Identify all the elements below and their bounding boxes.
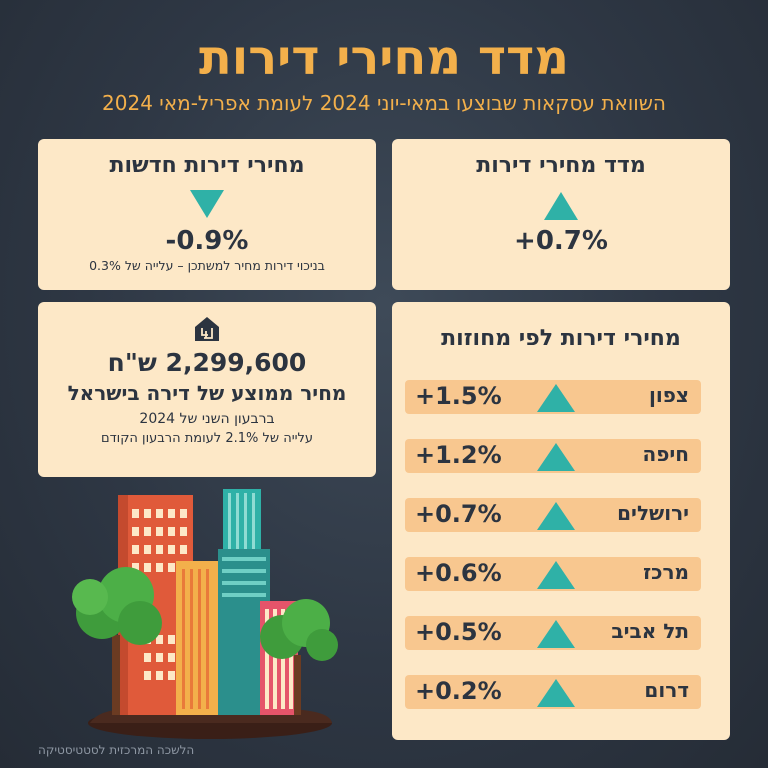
region-value: +0.2% [415,677,502,705]
down-triangle-icon [190,190,224,218]
region-value: +0.7% [415,500,502,528]
up-triangle-icon [537,561,575,589]
new-apartments-title: מחירי דירות חדשות [109,153,305,178]
index-card: מדד מחירי דירות +0.7% [392,139,730,290]
region-name: מרכז [643,560,689,584]
region-value: +0.5% [415,618,502,646]
region-name: ירושלים [617,501,689,525]
house-shekel-icon [192,314,222,344]
region-row: דרום +0.2% [405,675,701,709]
region-name: חיפה [642,442,689,466]
up-triangle-icon [537,502,575,530]
region-name: צפון [649,383,689,407]
up-triangle-icon [544,192,578,220]
average-price-card: 2,299,600 ש"ח מחיר ממוצע של דירה בישראל … [38,302,376,477]
region-name: דרום [644,678,689,702]
region-row: חיפה +1.2% [405,439,701,473]
region-row: מרכז +0.6% [405,557,701,591]
up-triangle-icon [537,620,575,648]
region-row: צפון +1.5% [405,380,701,414]
new-apartments-card: מחירי דירות חדשות -0.9% בניכוי דירות מחי… [38,139,376,290]
region-value: +1.5% [415,382,502,410]
city-buildings-illustration [72,489,338,739]
region-row: תל אביב +0.5% [405,616,701,650]
up-triangle-icon [537,384,575,412]
region-name: תל אביב [611,619,689,643]
up-triangle-icon [537,443,575,471]
page-title: מדד מחירי דירות [199,30,569,86]
regions-card: מחירי דירות לפי מחוזות צפון +1.5% חיפה +1.2… [392,302,730,740]
page-subtitle: השוואת עסקאות שבוצעו במאי-יוני 2024 לעומ… [102,91,666,115]
region-value: +1.2% [415,441,502,469]
average-price-value: 2,299,600 ש"ח [107,348,307,377]
region-value: +0.6% [415,559,502,587]
average-price-period: ברבעון השני של 2024 [139,411,275,427]
index-card-value: +0.7% [514,226,608,256]
regions-card-title: מחירי דירות לפי מחוזות [441,326,681,351]
average-price-label: מחיר ממוצע של דירה בישראל [67,381,347,405]
average-price-change: עלייה של 2.1% לעומת הרבעון הקודם [100,431,314,446]
region-row: ירושלים +0.7% [405,498,701,532]
new-apartments-note: בניכוי דירות מחיר למשתכן – עלייה של 0.3% [89,258,325,273]
new-apartments-value: -0.9% [165,226,249,256]
source-footer: הלשכה המרכזית לסטטיסטיקה [38,743,195,757]
up-triangle-icon [537,679,575,707]
index-card-title: מדד מחירי דירות [476,153,646,178]
